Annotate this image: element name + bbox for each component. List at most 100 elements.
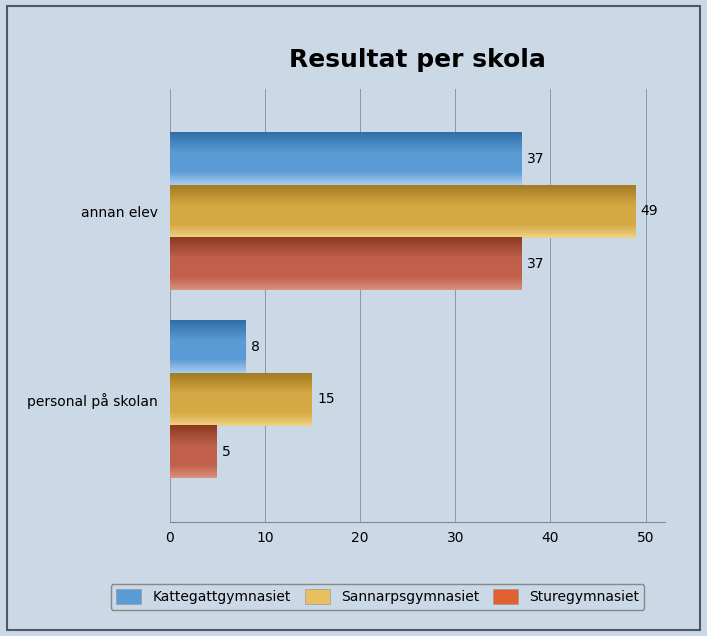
Bar [170, 399, 312, 401]
Bar [170, 391, 312, 393]
Bar [170, 188, 636, 189]
Bar [170, 331, 246, 333]
Bar [170, 443, 217, 444]
Bar [170, 249, 522, 251]
Bar [170, 398, 312, 399]
Bar [170, 448, 217, 450]
Bar [170, 456, 217, 457]
Bar [170, 387, 312, 389]
Bar [170, 179, 522, 181]
Bar [170, 396, 312, 398]
Bar [170, 257, 522, 259]
Bar [170, 440, 217, 441]
Bar [170, 152, 522, 153]
Bar [170, 382, 312, 384]
Bar [170, 322, 246, 324]
Bar [170, 236, 636, 238]
Bar [170, 228, 636, 230]
Bar [170, 423, 312, 424]
Bar [170, 404, 312, 406]
Bar [170, 139, 522, 141]
Bar [170, 403, 312, 404]
Bar [170, 153, 522, 155]
Bar [170, 467, 217, 469]
Bar [170, 412, 312, 414]
Bar [170, 225, 636, 226]
Bar [170, 215, 636, 217]
Bar [170, 392, 312, 394]
Bar [170, 438, 217, 439]
Legend: Kattegattgymnasiet, Sannarpsgymnasiet, Sturegymnasiet: Kattegattgymnasiet, Sannarpsgymnasiet, S… [110, 584, 645, 610]
Bar [170, 340, 246, 342]
Bar [170, 132, 522, 134]
Bar [170, 181, 522, 183]
Bar [170, 169, 522, 170]
Bar [170, 266, 522, 268]
Bar [170, 142, 522, 144]
Bar [170, 141, 522, 143]
Bar [170, 190, 636, 191]
Bar [170, 408, 312, 410]
Bar [170, 356, 246, 357]
Bar [170, 477, 217, 478]
Bar [170, 461, 217, 462]
Bar [170, 289, 522, 291]
Text: 37: 37 [527, 151, 544, 165]
Bar [170, 446, 217, 448]
Bar [170, 407, 312, 409]
Bar [170, 168, 522, 169]
Bar [170, 184, 636, 186]
Bar [170, 243, 522, 244]
Bar [170, 274, 522, 276]
Bar [170, 145, 522, 147]
Bar [170, 411, 312, 413]
Bar [170, 415, 312, 417]
Bar [170, 341, 246, 343]
Bar [170, 429, 217, 431]
Bar [170, 285, 522, 286]
Bar [170, 441, 217, 443]
Bar [170, 369, 246, 371]
Bar [170, 431, 217, 432]
Bar [170, 424, 312, 426]
Bar [170, 278, 522, 280]
Bar [170, 453, 217, 455]
Text: 49: 49 [641, 204, 658, 218]
Bar [170, 401, 312, 402]
Bar [170, 374, 312, 376]
Bar [170, 253, 522, 255]
Bar [170, 268, 522, 270]
Bar [170, 156, 522, 158]
Bar [170, 406, 312, 408]
Bar [170, 218, 636, 219]
Bar [170, 183, 522, 185]
Bar [170, 170, 522, 172]
Bar [170, 286, 522, 288]
Bar [170, 473, 217, 474]
Bar [170, 452, 217, 453]
Bar [170, 270, 522, 272]
Bar [170, 419, 312, 420]
Bar [170, 328, 246, 329]
Bar [170, 427, 217, 429]
Bar [170, 445, 217, 447]
Bar [170, 231, 636, 233]
Bar [170, 172, 522, 173]
Bar [170, 272, 522, 273]
Bar [170, 238, 522, 240]
Bar [170, 459, 217, 460]
Bar [170, 202, 636, 204]
Bar [170, 471, 217, 473]
Bar [170, 199, 636, 201]
Bar [170, 162, 522, 164]
Bar [170, 333, 246, 335]
Bar [170, 206, 636, 207]
Bar [170, 454, 217, 456]
Bar [170, 345, 246, 347]
Bar [170, 151, 522, 152]
Bar [170, 336, 246, 338]
Bar [170, 358, 246, 360]
Bar [170, 163, 522, 165]
Bar [170, 444, 217, 446]
Bar [170, 193, 636, 195]
